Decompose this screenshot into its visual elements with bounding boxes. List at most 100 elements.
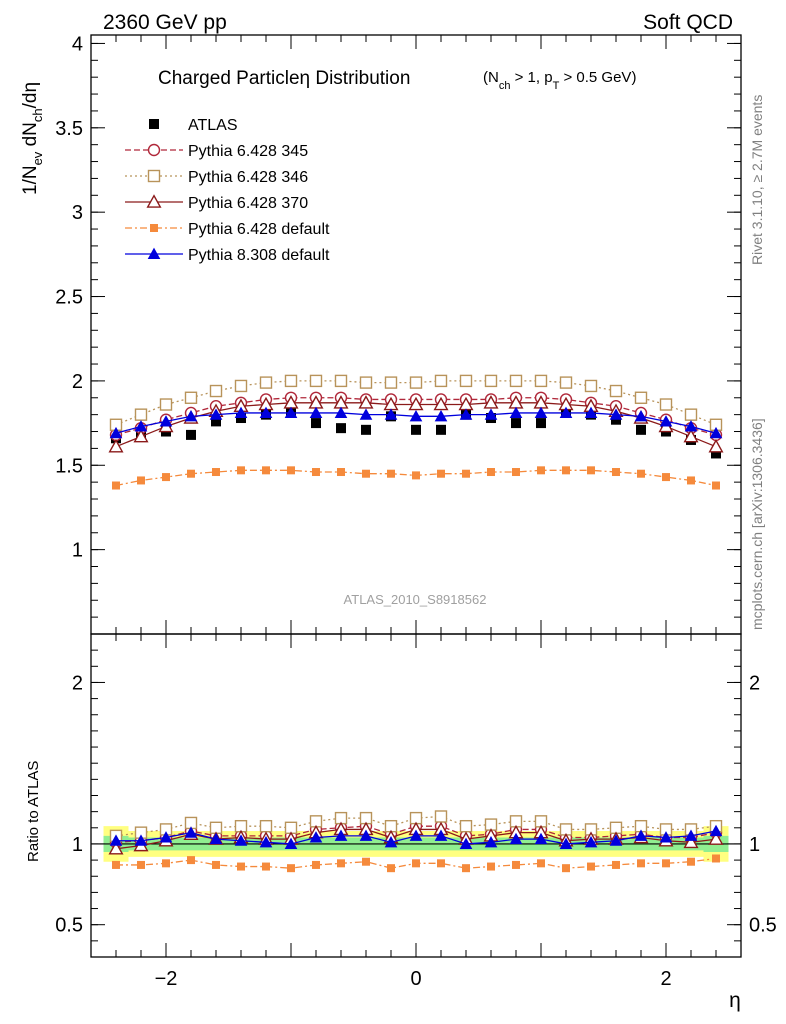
main-panel: Charged Particleη Distribution (Nch > 1,… [20, 33, 742, 635]
data-point [334, 374, 348, 388]
series-pythia-6-428-346 [109, 374, 723, 431]
data-point [309, 831, 323, 843]
data-point [259, 819, 273, 833]
legend-entry: ATLAS [149, 117, 238, 134]
data-point [662, 859, 670, 868]
data-point [384, 376, 398, 389]
data-point [184, 826, 198, 838]
data-point [387, 469, 395, 478]
data-point [534, 374, 548, 388]
data-point [459, 819, 473, 833]
data-point [337, 859, 345, 868]
data-point [484, 374, 498, 388]
data-point [534, 406, 548, 419]
data-point [309, 406, 323, 419]
data-point [134, 834, 148, 846]
legend-entry: Pythia 6.428 370 [125, 194, 308, 212]
legend-label: Pythia 6.428 370 [188, 195, 308, 212]
data-point [634, 829, 648, 841]
data-point [236, 413, 246, 424]
data-point [537, 466, 545, 475]
data-point [562, 466, 570, 475]
y-tick-label: 2 [72, 672, 83, 694]
legend-marker [147, 247, 161, 260]
data-point [712, 854, 720, 863]
legend-marker [147, 169, 161, 183]
data-point [434, 410, 448, 422]
legend-label: ATLAS [188, 117, 238, 134]
data-point [112, 481, 120, 490]
data-point [609, 834, 623, 846]
data-point [584, 379, 598, 393]
data-point [459, 408, 473, 420]
data-point [437, 469, 445, 478]
y-tick-label: 2 [72, 371, 83, 393]
data-point [409, 376, 423, 389]
data-point [334, 829, 348, 841]
data-point [536, 418, 546, 429]
data-point [237, 466, 245, 475]
data-point [637, 469, 645, 478]
data-point [462, 864, 470, 873]
data-point [484, 408, 498, 420]
data-point [284, 837, 298, 850]
data-point [434, 829, 448, 841]
data-point [237, 862, 245, 871]
data-point [659, 831, 673, 843]
data-point [687, 857, 695, 866]
data-point [262, 466, 270, 475]
y-tick-label: 1 [72, 540, 83, 562]
legend-entry: Pythia 8.308 default [125, 247, 330, 264]
x-axis-label: η [729, 989, 741, 1012]
data-point [662, 473, 670, 482]
data-point [358, 395, 374, 409]
data-point [312, 468, 320, 477]
data-point [687, 476, 695, 485]
data-point [262, 862, 270, 871]
plot-area [91, 810, 741, 873]
data-point [134, 420, 148, 432]
data-point [259, 406, 273, 419]
series-pythia-8-308-default [109, 406, 723, 439]
y-tick-label: 4 [72, 33, 83, 55]
data-point [409, 410, 423, 422]
data-point [587, 466, 595, 475]
source-label: mcplots.cern.ch [arXiv:1306.3436] [749, 418, 765, 630]
data-point [584, 836, 598, 848]
data-point [361, 424, 371, 435]
data-point [384, 408, 398, 420]
data-point [559, 406, 573, 419]
data-point [209, 832, 223, 845]
y-tick-label-right: 0.5 [749, 915, 777, 937]
chart-title-main: Charged Particleη Distribution [158, 68, 410, 89]
y-tick-label: 3 [72, 202, 83, 224]
data-point [708, 438, 724, 453]
data-point [459, 374, 473, 388]
legend-marker [147, 143, 161, 157]
data-point [109, 426, 123, 439]
data-point [659, 415, 673, 427]
data-point [434, 374, 448, 388]
data-point [412, 859, 420, 868]
data-point [709, 426, 723, 439]
category-label: Soft QCD [643, 11, 733, 34]
data-point [587, 862, 595, 871]
data-point [162, 859, 170, 868]
data-point [259, 836, 273, 848]
data-point [108, 438, 124, 453]
data-point [109, 834, 123, 846]
data-point [212, 468, 220, 477]
data-point [159, 398, 173, 411]
legend-label: Pythia 6.428 345 [188, 143, 308, 160]
data-point [434, 810, 448, 823]
data-point [411, 424, 421, 435]
data-point [186, 429, 196, 440]
legend-label: Pythia 6.428 default [188, 221, 330, 238]
data-point [436, 424, 446, 435]
data-point [483, 395, 499, 409]
data-point [509, 832, 523, 845]
data-point [337, 468, 345, 477]
data-point [609, 408, 623, 420]
data-point [284, 374, 298, 388]
